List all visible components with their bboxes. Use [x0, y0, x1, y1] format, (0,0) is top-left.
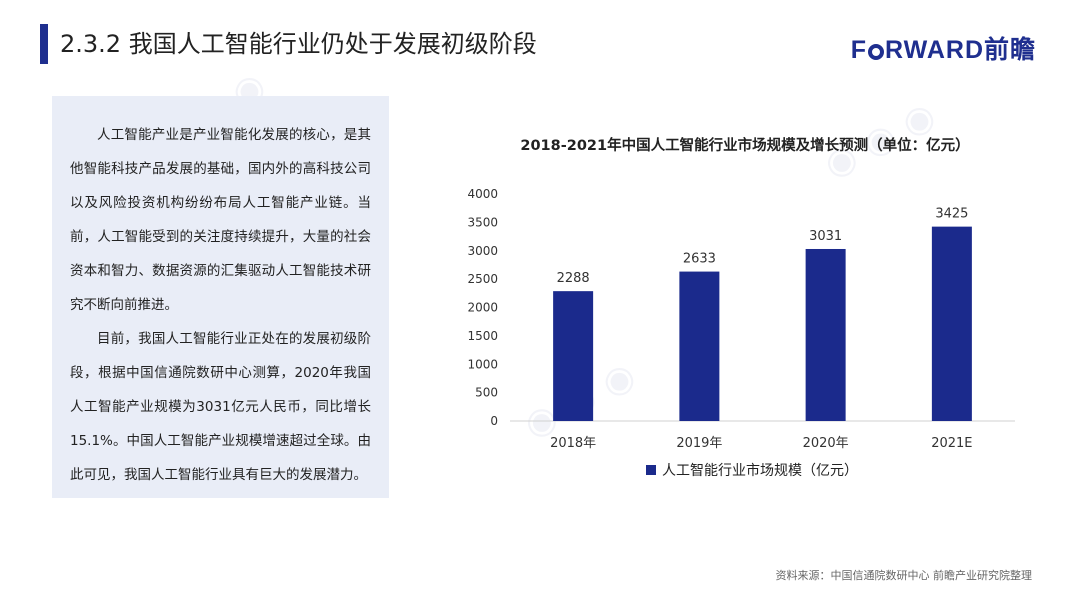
- logo-o-icon: [868, 44, 885, 60]
- paragraph-2: 目前，我国人工智能行业正处在的发展初级阶段，根据中国信通院数研中心测算，2020…: [70, 331, 371, 483]
- title-accent-bar: [40, 24, 48, 64]
- data-label: 2288: [557, 271, 590, 286]
- x-tick-label: 2018年: [550, 436, 596, 451]
- bar: [805, 248, 846, 421]
- legend-swatch: [646, 465, 656, 475]
- paragraph-1: 人工智能产业是产业智能化发展的核心，是其他智能科技产品发展的基础，国内外的高科技…: [70, 127, 371, 313]
- page-title: 2.3.2 我国人工智能行业仍处于发展初级阶段: [60, 30, 537, 58]
- legend-label: 人工智能行业市场规模（亿元）: [662, 463, 858, 479]
- y-tick-label: 3000: [467, 244, 498, 258]
- bar: [679, 271, 720, 421]
- data-label: 3031: [809, 229, 842, 244]
- y-tick-label: 2500: [467, 272, 498, 286]
- chart-legend: 人工智能行业市场规模（亿元）: [646, 460, 858, 480]
- bar: [553, 291, 594, 421]
- data-label: 2633: [683, 252, 716, 267]
- bar: [931, 226, 972, 421]
- y-tick-label: 4000: [467, 187, 498, 201]
- brand-logo: F RWARD前瞻: [850, 36, 1036, 64]
- data-label: 3425: [935, 207, 968, 222]
- y-tick-label: 3500: [467, 215, 498, 229]
- x-tick-label: 2019年: [676, 436, 722, 451]
- y-tick-label: 500: [475, 386, 498, 400]
- source-note: 资料来源：中国信通院数研中心 前瞻产业研究院整理: [775, 569, 1033, 582]
- bar-chart: 0 500 1000 1500 2000 2500 3000 3500 4000 2288 2018…: [467, 187, 1015, 451]
- y-tick-label: 1000: [467, 357, 498, 371]
- x-tick-label: 2020年: [803, 436, 849, 451]
- y-tick-label: 1500: [467, 329, 498, 343]
- y-tick-label: 2000: [467, 301, 498, 315]
- y-tick-label: 0: [490, 414, 498, 428]
- chart-title: 2018-2021年中国人工智能行业市场规模及增长预测（单位：亿元）: [520, 138, 970, 154]
- text-panel: 人工智能产业是产业智能化发展的核心，是其他智能科技产品发展的基础，国内外的高科技…: [52, 96, 389, 498]
- x-tick-label: 2021E: [931, 436, 972, 451]
